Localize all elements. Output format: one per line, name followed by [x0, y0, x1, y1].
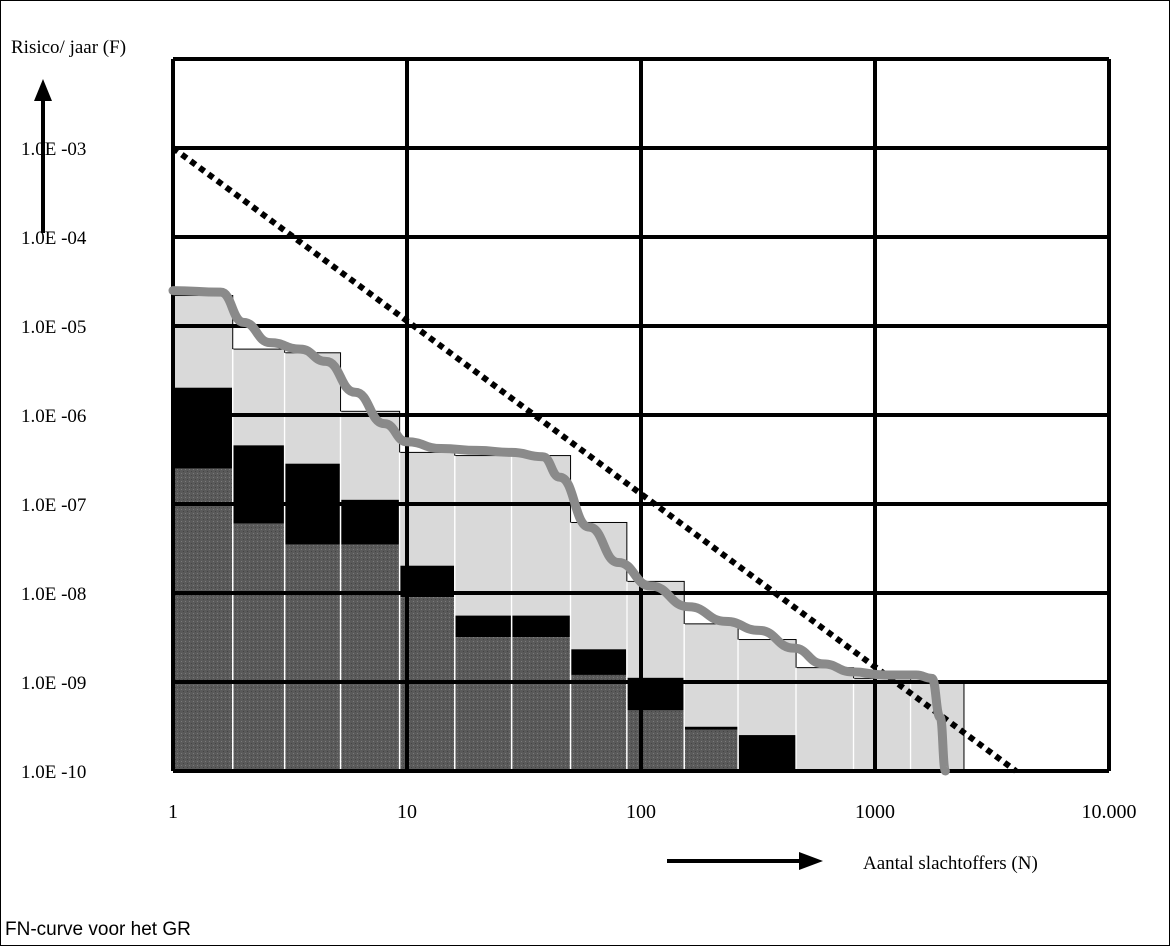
chart-frame: Risico/ jaar (F) Aantal slachtoffers (N)… [0, 0, 1170, 918]
bar-dark-segment [340, 544, 400, 771]
bar-black-segment [511, 616, 571, 638]
bar-dark-segment [626, 710, 685, 771]
fn-curve [168, 286, 950, 776]
y-axis-label: Risico/ jaar (F) [11, 37, 126, 58]
x-tick-label: 1000 [855, 801, 895, 823]
bar-light-segment [795, 667, 855, 772]
y-tick-label: 1.0E -05 [21, 317, 86, 338]
bar-dark-segment [684, 729, 739, 771]
bar-dark-segment [454, 637, 512, 771]
bar-black-segment [738, 735, 797, 771]
bar-dark-segment [511, 637, 571, 771]
y-arrow-head [34, 79, 52, 101]
grid-layer [171, 57, 1111, 773]
bar-black-segment [340, 500, 400, 545]
arrows-layer [34, 79, 823, 870]
bar-black-segment [570, 649, 627, 675]
fn-chart: Risico/ jaar (F) Aantal slachtoffers (N)… [11, 37, 1137, 874]
y-tick-label: 1.0E -07 [21, 495, 86, 516]
bars-layer [172, 295, 965, 772]
bar-light-segment [683, 623, 739, 728]
y-tick-label: 1.0E -04 [21, 228, 87, 249]
bar-light-segment [172, 295, 234, 389]
caption-box: FN-curve voor het GR [0, 917, 1170, 946]
bar-light-segment [626, 580, 685, 679]
bar-black-segment [454, 616, 512, 638]
y-tick-label: 1.0E -06 [21, 406, 86, 427]
x-tick-label: 10.000 [1082, 801, 1137, 823]
x-arrow-head [799, 852, 823, 870]
x-tick-label: 1 [168, 801, 178, 823]
bar-black-segment [173, 388, 233, 469]
bar-black-segment [684, 727, 739, 730]
y-tick-label: 1.0E -08 [21, 584, 86, 605]
bar-light-segment [737, 639, 797, 737]
bar-dark-segment [570, 674, 627, 771]
y-tick-label: 1.0E -09 [21, 673, 86, 694]
bar-dark-segment [173, 468, 233, 771]
y-arrow-shaft [41, 99, 45, 233]
y-tick-label: 1.0E -10 [21, 762, 86, 783]
y-tick-label: 1.0E -03 [21, 139, 86, 160]
bar-light-segment [853, 677, 912, 772]
x-axis-label: Aantal slachtoffers (N) [863, 853, 1038, 874]
bar-light-segment [232, 348, 286, 447]
norm-line [171, 145, 1018, 774]
series-layer [168, 145, 1018, 776]
bar-black-segment [232, 445, 285, 524]
bar-dark-segment [284, 544, 341, 771]
bar-dark-segment [232, 523, 285, 771]
x-tick-label: 10 [397, 801, 417, 823]
labels-layer: Risico/ jaar (F) Aantal slachtoffers (N)… [11, 37, 1137, 874]
x-tick-label: 100 [626, 801, 656, 823]
x-arrow-shaft [667, 859, 801, 863]
figure-caption: FN-curve voor het GR [5, 919, 191, 940]
